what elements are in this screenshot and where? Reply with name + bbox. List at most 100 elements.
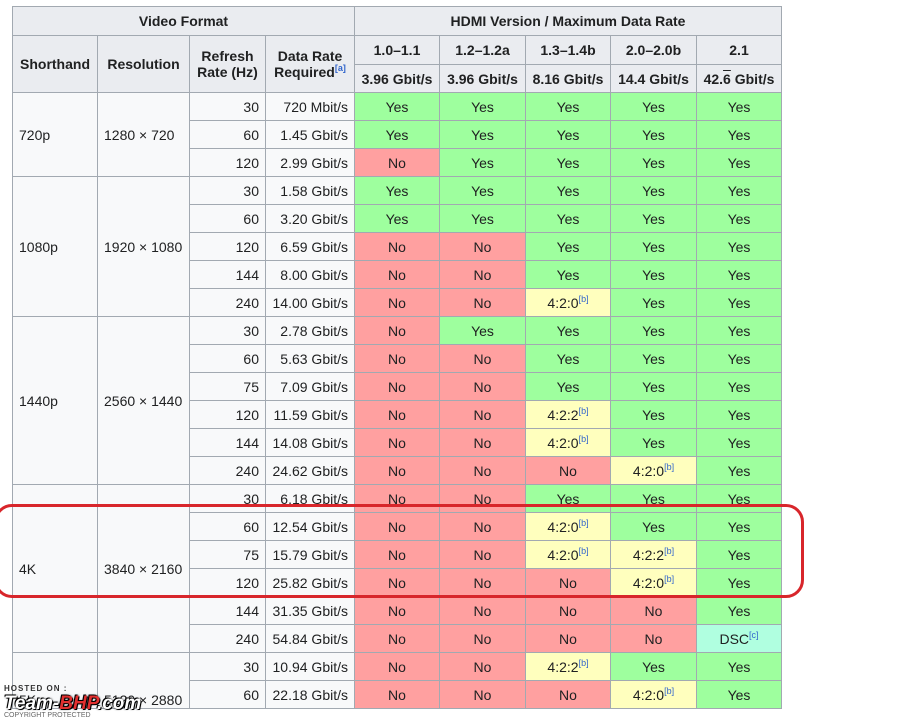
- support-cell: Yes: [610, 92, 697, 121]
- data-rate-cell: 720 Mbit/s: [265, 92, 355, 121]
- support-cell: 4:2:2[b]: [610, 540, 697, 569]
- refresh-rate-cell: 30: [189, 316, 266, 345]
- footnote-ref[interactable]: [b]: [664, 685, 675, 696]
- refresh-rate-cell: 144: [189, 260, 266, 289]
- support-value: Yes: [471, 98, 494, 115]
- footnote-ref[interactable]: [b]: [578, 517, 589, 528]
- support-cell: Yes: [696, 596, 782, 625]
- support-cell: Yes: [525, 344, 611, 373]
- support-value: No: [473, 266, 492, 283]
- shorthand-header: Shorthand: [12, 35, 98, 93]
- table-row: 240 24.62 Gbit/s No No No 4:2:0[b] Yes: [13, 456, 782, 485]
- support-cell: No: [354, 596, 440, 625]
- support-cell: Yes: [610, 260, 697, 289]
- support-value: Yes: [642, 182, 665, 199]
- support-value: 4:2:0: [632, 574, 665, 591]
- support-value: Yes: [727, 266, 751, 283]
- support-value: Yes: [556, 98, 580, 115]
- footnote-ref[interactable]: [b]: [578, 405, 589, 416]
- support-cell: No: [354, 484, 440, 513]
- support-value: 4:2:2: [632, 546, 665, 563]
- support-cell: Yes: [525, 120, 611, 149]
- support-cell: Yes: [696, 680, 782, 709]
- support-cell: No: [354, 624, 440, 653]
- data-rate-cell: 31.35 Gbit/s: [265, 596, 355, 625]
- support-value: Yes: [556, 378, 580, 395]
- support-value: No: [388, 378, 406, 395]
- data-rate-header: Data Rate Required[a]: [265, 35, 355, 93]
- support-cell: 4:2:0[b]: [610, 456, 697, 485]
- support-value: Yes: [556, 322, 580, 339]
- refresh-rate-cell: 120: [189, 148, 266, 177]
- support-cell: Yes: [525, 316, 611, 345]
- support-cell: Yes: [525, 260, 611, 289]
- footnote-ref[interactable]: [b]: [664, 545, 675, 556]
- data-rate-cell: 54.84 Gbit/s: [265, 624, 355, 653]
- support-value: Yes: [385, 210, 409, 227]
- support-cell: No: [439, 456, 526, 485]
- version-rate-overline: 6: [723, 70, 731, 87]
- data-rate-cell: 3.20 Gbit/s: [265, 204, 355, 233]
- support-value: Yes: [642, 378, 665, 395]
- support-cell: Yes: [525, 232, 611, 261]
- support-cell: Yes: [610, 176, 697, 205]
- support-value: No: [473, 294, 492, 311]
- support-value: Yes: [727, 546, 751, 563]
- table-row: 1440p 2560 × 1440 30 2.78 Gbit/s No Yes Yes Yes…: [12, 316, 782, 485]
- support-cell: No: [439, 624, 526, 653]
- data-rate-cell: 22.18 Gbit/s: [265, 680, 355, 709]
- version-rate: 3.96 Gbit/s: [354, 64, 440, 93]
- support-value: Yes: [642, 210, 665, 227]
- table-row: 75 15.79 Gbit/s No No 4:2:0[b] 4:2:2[b] Yes: [13, 540, 782, 569]
- support-cell: No: [525, 624, 611, 653]
- support-cell: 4:2:0[b]: [525, 540, 611, 569]
- support-value: No: [473, 434, 492, 451]
- support-cell: No: [439, 372, 526, 401]
- footnote-ref[interactable]: [b]: [578, 657, 589, 668]
- support-value: Yes: [642, 434, 665, 451]
- video-format-header: Video Format: [12, 6, 355, 36]
- support-value: Yes: [642, 322, 665, 339]
- support-value: No: [388, 350, 406, 367]
- support-cell: Yes: [354, 204, 440, 233]
- footnote-ref[interactable]: [b]: [578, 433, 589, 444]
- support-value: Yes: [556, 238, 580, 255]
- refresh-rate-cell: 30: [189, 92, 266, 121]
- data-rate-cell: 1.58 Gbit/s: [265, 176, 355, 205]
- footnote-ref-a[interactable]: [a]: [334, 63, 346, 73]
- support-cell: No: [354, 344, 440, 373]
- support-cell: Yes: [525, 372, 611, 401]
- support-value: Yes: [727, 210, 751, 227]
- support-cell: No: [525, 456, 611, 485]
- footnote-ref[interactable]: [b]: [578, 545, 589, 556]
- support-cell: Yes: [525, 204, 611, 233]
- refresh-rate-cell: 60: [189, 512, 266, 541]
- footnote-ref[interactable]: [b]: [664, 573, 675, 584]
- support-value: No: [388, 686, 406, 703]
- support-cell: 4:2:0[b]: [525, 428, 611, 457]
- table-row: 240 54.84 Gbit/s No No No No DSC[c]: [13, 624, 782, 653]
- support-value: No: [388, 546, 406, 563]
- table-row: 75 7.09 Gbit/s No No Yes Yes Yes: [13, 372, 782, 401]
- table-row: 60 3.20 Gbit/s Yes Yes Yes Yes Yes: [13, 204, 782, 233]
- footnote-ref[interactable]: [b]: [578, 293, 589, 304]
- support-value: Yes: [471, 210, 494, 227]
- support-value: No: [473, 630, 492, 647]
- support-cell: Yes: [610, 652, 697, 681]
- support-value: No: [473, 238, 492, 255]
- data-rate-cell: 11.59 Gbit/s: [265, 400, 355, 429]
- refresh-rate-cell: 120: [189, 400, 266, 429]
- support-value: Yes: [642, 406, 665, 423]
- support-value: Yes: [727, 406, 751, 423]
- support-cell: No: [439, 652, 526, 681]
- support-cell: No: [525, 596, 611, 625]
- support-cell: Yes: [610, 400, 697, 429]
- data-rate-cell: 24.62 Gbit/s: [265, 456, 355, 485]
- support-cell: No: [439, 540, 526, 569]
- footnote-ref[interactable]: [c]: [749, 629, 759, 640]
- support-value: Yes: [471, 322, 494, 339]
- footnote-ref[interactable]: [b]: [664, 461, 675, 472]
- support-cell: Yes: [696, 456, 782, 485]
- support-value: Yes: [727, 490, 751, 507]
- resolution-cell: 1280 × 720: [97, 92, 190, 177]
